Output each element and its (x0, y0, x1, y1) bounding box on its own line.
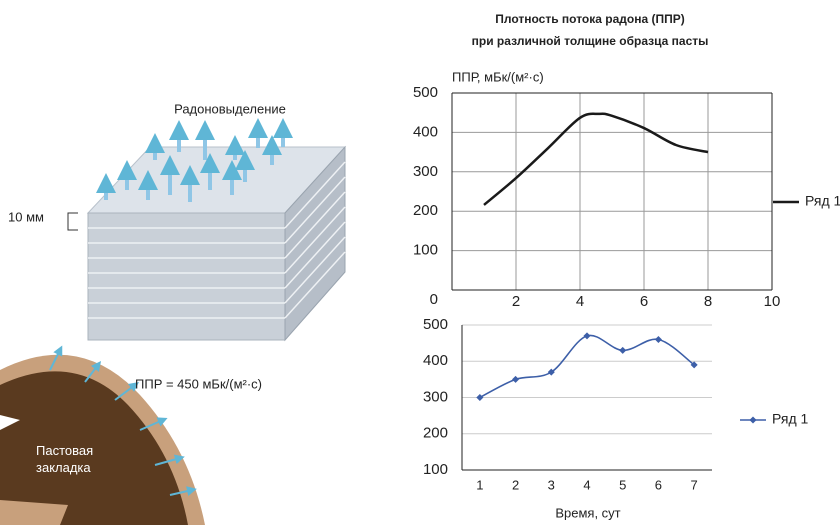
y-axis-label: ППР, мБк/(м²·с) (452, 69, 544, 84)
x-tick-label: 6 (640, 293, 648, 310)
x-tick-label: 4 (576, 293, 584, 310)
y-tick-label: 300 (413, 163, 438, 180)
data-line (484, 114, 708, 205)
y-tick-label: 500 (423, 316, 448, 333)
y-tick-label: 400 (423, 352, 448, 369)
legend-label: Ряд 1 (772, 411, 809, 427)
legend-label: Ряд 1 (805, 193, 840, 209)
y-tick-label: 100 (423, 461, 448, 478)
x-tick-label: 6 (655, 477, 662, 492)
y-tick-label: 500 (413, 84, 438, 101)
x-tick-label: 2 (512, 293, 520, 310)
x-tick-label: 7 (691, 477, 698, 492)
legend-marker (749, 416, 756, 423)
chart-subtitle: при различной толщине образца пасты (472, 34, 709, 48)
emission-label: Радоновыделение (174, 101, 286, 116)
data-marker (655, 336, 662, 343)
backfill-label: Пастовая закладка (36, 442, 106, 476)
flux-label: ППР = 450 мБк/(м²·с) (135, 376, 262, 391)
data-marker (583, 332, 590, 339)
sample-block (68, 128, 345, 340)
x-tick-label: 10 (764, 293, 781, 310)
y-tick-label: 300 (423, 388, 448, 405)
y-tick-label: 0 (430, 291, 438, 308)
x-axis-label: Время, сут (555, 505, 620, 520)
x-tick-label: 3 (548, 477, 555, 492)
x-tick-label: 4 (583, 477, 590, 492)
y-tick-label: 200 (413, 202, 438, 219)
backfill-label-box: Пастовая закладка (36, 442, 126, 482)
y-tick-label: 400 (413, 123, 438, 140)
infographic: Радоновыделение 10 мм ППР = 450 мБк/(м²·… (0, 0, 840, 525)
data-marker (619, 347, 626, 354)
data-marker (476, 394, 483, 401)
y-tick-label: 200 (423, 425, 448, 442)
chart-title: Плотность потока радона (ППР) (495, 12, 684, 26)
thickness-label: 10 мм (8, 209, 44, 224)
data-marker (512, 376, 519, 383)
data-line (480, 335, 694, 397)
x-tick-label: 8 (704, 293, 712, 310)
x-tick-label: 2 (512, 477, 519, 492)
y-tick-label: 100 (413, 242, 438, 259)
x-tick-label: 5 (619, 477, 626, 492)
x-tick-label: 1 (476, 477, 483, 492)
